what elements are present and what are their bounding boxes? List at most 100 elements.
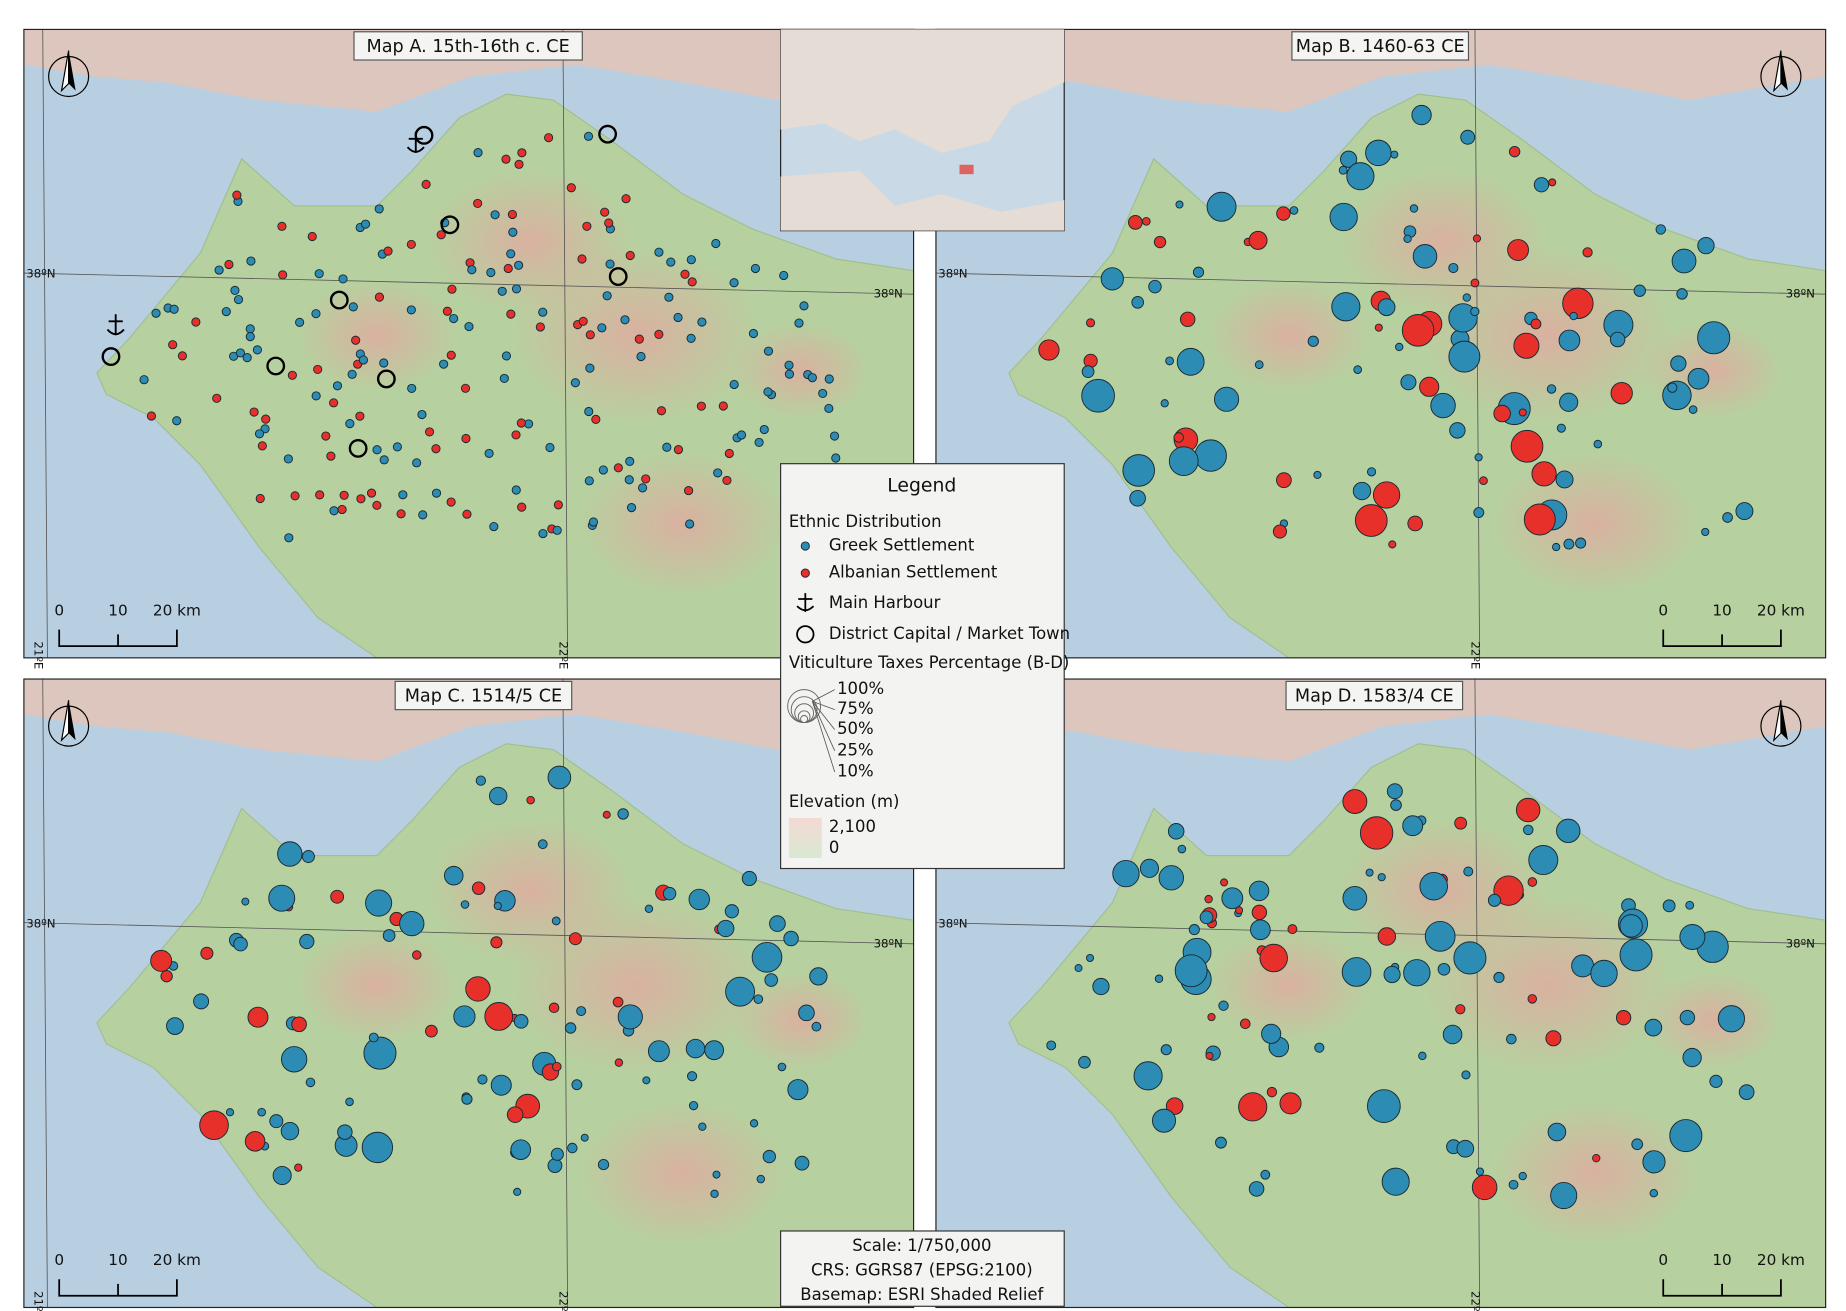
greek-settlement [1129,489,1146,507]
albanian-settlement [1276,206,1291,221]
albanian-settlement [516,418,526,428]
greek-settlement [1390,799,1402,811]
greek-settlement [1329,202,1358,232]
greek-settlement [1188,924,1200,936]
scale-label: 20 km [1757,1251,1805,1269]
greek-settlement [475,775,487,786]
albanian-settlement [1342,789,1368,814]
albanian-settlement [291,1016,307,1033]
longitude-label: 21ºE [32,1291,46,1311]
mainland [935,679,1826,762]
albanian-settlement [1493,404,1511,423]
greek-settlement [809,967,828,986]
scale-label: 0 [54,1251,64,1269]
greek-settlement [242,353,252,363]
greek-settlement [1365,868,1374,877]
greek-settlement [431,488,442,498]
greek-settlement [725,976,756,1007]
greek-settlement [345,419,355,429]
map-title: Map B. 1460-63 CE [1296,37,1465,57]
greek-settlement [754,437,764,448]
greek-settlement [751,941,783,973]
greek-settlement [1547,1122,1567,1142]
greek-settlement [486,267,496,278]
greek-settlement [1250,919,1271,941]
albanian-settlement [160,970,173,983]
greek-settlement [1493,971,1505,984]
albanian-settlement [249,407,259,417]
greek-settlement [1390,150,1399,159]
albanian-settlement [517,502,527,512]
inset-land [780,29,1065,231]
greek-settlement [473,148,483,158]
compass-arrow [1780,50,1788,91]
compass-arrow [68,700,76,741]
greek-settlement [571,1079,583,1091]
albanian-settlement [355,411,365,421]
greek-settlement [685,1038,706,1059]
greek-settlement [626,503,637,513]
albanian-settlement [425,1024,438,1038]
albanian-settlement [473,198,483,209]
greek-settlement [1403,959,1431,987]
greek-settlement [392,442,402,452]
greek-settlement [1206,191,1237,222]
albanian-settlement [224,259,234,270]
greek-settlement [1687,367,1710,390]
greek-settlement [1346,162,1375,191]
harbour-icon [106,314,125,336]
compass-arrow [68,50,76,91]
greek-settlement [729,278,739,288]
greek-settlement [1148,279,1162,294]
albanian-settlement [396,509,406,519]
albanian-settlement [1527,994,1538,1004]
greek-settlement [513,1014,529,1029]
greek-settlement [1403,234,1412,243]
albanian-settlement [177,351,187,361]
greek-settlement [368,1032,379,1043]
albanian-settlement [1548,178,1557,187]
albanian-settlement [447,284,457,294]
greek-settlement [169,304,179,314]
compass-arrow [60,700,70,742]
greek-settlement [1671,248,1697,274]
greek-settlement [1342,885,1368,911]
legend-leader [812,689,835,702]
map-panel: Map C. 1514/5 CE 38ºN 38ºN 21ºE 22ºE 0 10 20 km [23,678,915,1311]
greek-settlement [1676,288,1688,300]
greek-settlement [710,1189,719,1199]
legend-label: Albanian Settlement [829,563,998,582]
albanian-settlement [330,889,345,904]
greek-settlement [365,889,393,917]
greek-settlement [638,483,648,493]
greek-settlement [1685,900,1695,910]
albanian-settlement [255,493,265,504]
greek-settlement [764,973,779,987]
albanian-settlement [460,383,471,393]
greek-settlement [1679,1009,1696,1026]
greek-settlement [1248,880,1270,902]
elevation-label: 0 [829,838,839,857]
albanian-settlement [517,148,527,158]
albanian-settlement [514,159,524,169]
greek-settlement [1353,365,1362,374]
albanian-settlement [687,277,697,287]
greek-settlement [1448,262,1459,274]
latitude-label: 38ºN [26,267,55,281]
greek-settlement [1377,873,1386,882]
greek-settlement [673,312,683,323]
greek-settlement [225,1108,235,1117]
albanian-settlement [680,269,690,279]
albanian-settlement [212,393,222,403]
albanian-settlement [1615,1010,1632,1026]
greek-settlement [1522,824,1534,836]
greek-settlement [617,1004,643,1030]
greek-settlement [1046,1040,1057,1051]
mainland [23,679,914,762]
latitude-label: 38ºN [874,287,903,301]
albanian-settlement [1493,875,1524,906]
albanian-settlement [421,179,431,189]
albanian-settlement [544,133,554,143]
greek-settlement [552,525,562,535]
albanian-settlement [490,936,503,949]
